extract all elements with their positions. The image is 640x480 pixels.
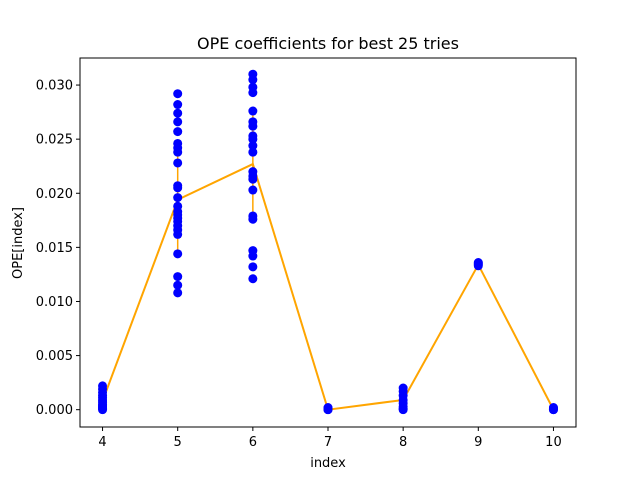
chart-title: OPE coefficients for best 25 tries [197,34,459,53]
y-axis-ticks: 0.000 0.005 0.010 0.015 0.020 0.025 0.030 [36,79,80,418]
scatter-point [248,134,258,144]
scatter-point [248,75,258,85]
scatter-point [173,108,183,118]
scatter-point [173,288,183,298]
scatter-point [248,141,258,151]
scatter-point [248,106,258,116]
x-tick-label: 8 [399,435,407,450]
x-axis-ticks: 4 5 6 7 8 9 10 [98,427,562,450]
plot-area [80,58,576,427]
scatter-point [173,193,183,203]
scatter-point [173,280,183,290]
y-tick-label: 0.010 [36,295,73,310]
scatter-point [173,117,183,127]
scatter-point [173,229,183,239]
y-tick-label: 0.015 [36,241,73,256]
y-tick-label: 0.005 [36,349,73,364]
y-tick-label: 0.025 [36,133,73,148]
scatter-point [173,147,183,157]
y-tick-label: 0.030 [36,79,73,94]
x-axis-label: index [310,456,346,471]
x-tick-label: 4 [98,435,106,450]
scatter-point [248,251,258,261]
scatter-point [323,405,333,415]
scatter-point [173,272,183,282]
x-tick-label: 10 [545,435,562,450]
scatter-point [173,127,183,137]
x-tick-label: 6 [249,435,257,450]
scatter-point [248,262,258,272]
x-tick-label: 9 [474,435,482,450]
y-axis-label: OPE[index] [11,207,26,279]
scatter-point [173,183,183,193]
scatter-point [173,158,183,168]
scatter-point [248,185,258,195]
scatter-points [98,69,558,415]
scatter-point [473,261,483,271]
x-tick-label: 7 [324,435,332,450]
scatter-point [398,405,408,415]
scatter-point [248,88,258,98]
y-tick-label: 0.020 [36,187,73,202]
scatter-point [173,89,183,99]
y-tick-label: 0.000 [36,403,73,418]
scatter-point [248,274,258,284]
scatter-point [173,100,183,110]
scatter-point [548,405,558,415]
scatter-point [248,147,258,157]
scatter-point [248,174,258,184]
scatter-point [248,214,258,224]
scatter-point [173,249,183,259]
x-tick-label: 5 [174,435,182,450]
scatter-point [98,405,108,415]
scatter-point [248,121,258,131]
